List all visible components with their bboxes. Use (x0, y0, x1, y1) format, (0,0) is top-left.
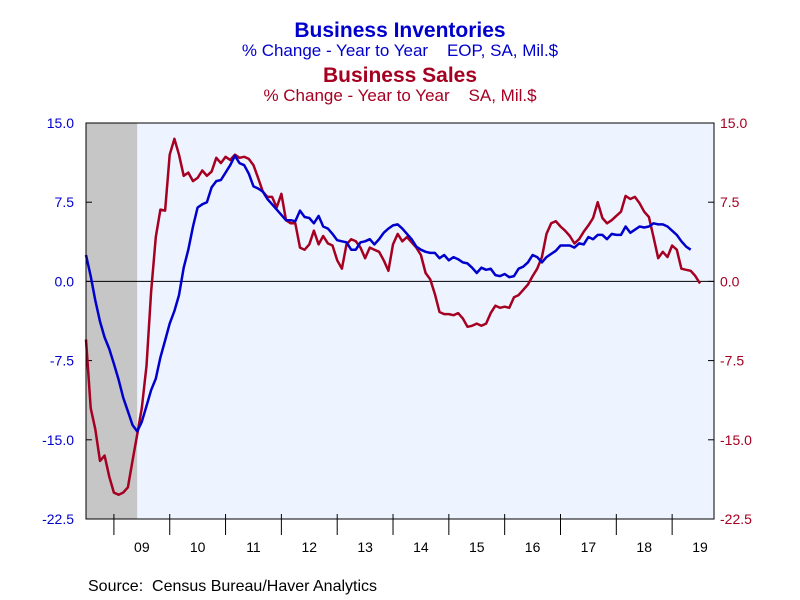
y-left-tick-label: -7.5 (50, 353, 74, 369)
x-tick-label: 16 (525, 539, 541, 555)
plot-frame (85, 122, 715, 520)
sales-title: Business Sales (322, 64, 478, 87)
series-line-sales (84, 137, 702, 496)
plot-background (86, 123, 714, 519)
y-right-tick-label: -15.0 (720, 432, 752, 448)
y-left-tick-label: 15.0 (47, 115, 74, 131)
x-tick-label: 12 (301, 539, 317, 555)
y-right-tick-label: -7.5 (720, 353, 744, 369)
inventories-subtitle: % Change - Year to Year EOP, SA, Mil.$ (241, 41, 559, 60)
y-left-tick-label: -22.5 (42, 511, 74, 527)
x-tick-label: 17 (581, 539, 597, 555)
x-tick-label: 10 (190, 539, 206, 555)
source-note: Source: Census Bureau/Haver Analytics (88, 578, 378, 595)
y-right-tick-label: 15.0 (720, 115, 747, 131)
recession-shading (86, 123, 138, 519)
y-right-tick-label: 0.0 (720, 273, 740, 289)
x-tick-label: 15 (469, 539, 485, 555)
inventories-title: Business Inventories (294, 19, 506, 42)
y-right-tick-label: -22.5 (720, 511, 752, 527)
sales-subtitle: % Change - Year to Year SA, Mil.$ (263, 86, 537, 105)
y-left-tick-label: 0.0 (55, 273, 75, 289)
y-left-tick-label: -15.0 (42, 432, 74, 448)
x-tick-label: 13 (357, 539, 373, 555)
y-right-tick-label: 7.5 (720, 194, 740, 210)
x-tick-label: 18 (636, 539, 652, 555)
x-tick-label: 14 (413, 539, 429, 555)
x-tick-label: 09 (134, 539, 150, 555)
y-left-tick-label: 7.5 (55, 194, 75, 210)
x-tick-label: 11 (246, 539, 261, 555)
x-tick-label: 19 (692, 539, 708, 555)
series-line-inventories (84, 154, 692, 433)
